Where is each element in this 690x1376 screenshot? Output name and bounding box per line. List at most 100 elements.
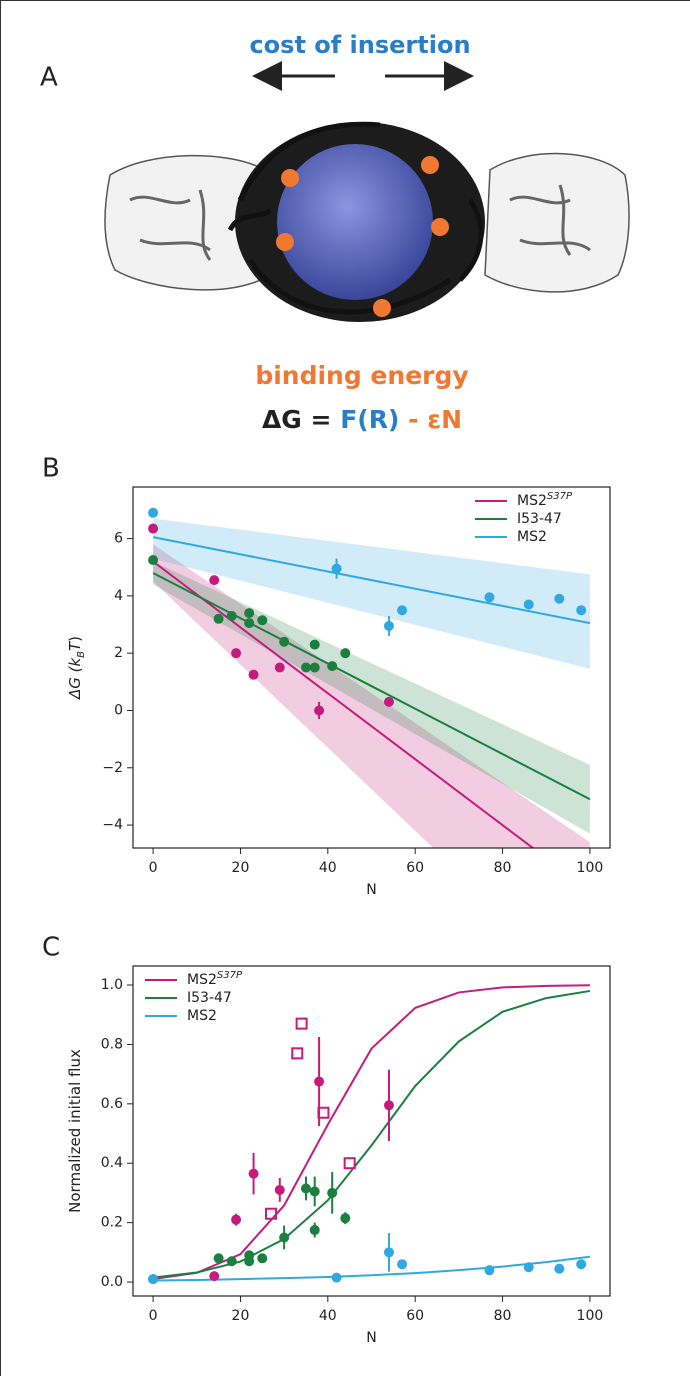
- plot-area: [148, 507, 591, 848]
- point: [148, 1274, 159, 1285]
- fit-line: [152, 989, 591, 1279]
- point: [523, 1262, 534, 1273]
- open-square: [343, 1157, 356, 1170]
- point: [274, 1184, 285, 1195]
- y-axis-label: ΔG (kBT): [66, 636, 87, 700]
- point: [576, 1259, 587, 1270]
- point: [244, 1256, 255, 1267]
- point: [148, 507, 159, 518]
- point: [148, 523, 159, 534]
- y-tick-label: 0.8: [101, 1036, 123, 1052]
- point: [383, 620, 394, 631]
- x-tick-label: 0: [149, 860, 158, 876]
- point: [314, 705, 325, 716]
- axes-frame: [132, 965, 611, 1297]
- y-label-part: ): [66, 636, 84, 642]
- point: [248, 669, 259, 680]
- panel-label: A: [40, 63, 58, 93]
- point: [309, 1225, 320, 1236]
- x-tick-label: 20: [232, 860, 250, 876]
- y-tick-label: 0.6: [101, 1096, 123, 1112]
- point: [484, 1265, 495, 1276]
- fit-line: [153, 1255, 591, 1282]
- point: [209, 1271, 220, 1282]
- y-tick-label: 1.0: [101, 977, 123, 993]
- point: [340, 648, 351, 659]
- x-tick-label: 80: [494, 860, 512, 876]
- top-text: cost of insertion: [249, 31, 470, 59]
- equation-middle: F(R): [340, 405, 399, 434]
- point: [309, 639, 320, 650]
- legend-label: MS2S37P: [187, 970, 243, 989]
- x-tick-label: 100: [577, 860, 604, 876]
- legend-label: MS2: [187, 1008, 217, 1024]
- point: [244, 618, 255, 629]
- plot-area: [148, 984, 591, 1285]
- y-axis-label: Normalized initial flux: [66, 1049, 84, 1213]
- x-tick-label: 0: [149, 1308, 158, 1324]
- point: [309, 662, 320, 673]
- point: [383, 1247, 394, 1258]
- open-square: [265, 1207, 278, 1220]
- point: [383, 1100, 394, 1111]
- y-label-part: ΔG (: [66, 665, 84, 700]
- point: [554, 1263, 565, 1274]
- fit-line: [152, 536, 591, 625]
- point: [257, 1253, 268, 1264]
- panel-label: B: [42, 454, 60, 484]
- legend-superscript: S37P: [547, 491, 573, 502]
- point: [248, 1168, 259, 1179]
- axes-frame: [132, 486, 611, 849]
- confidence-band: [153, 518, 590, 669]
- point: [309, 1186, 320, 1197]
- y-label-part: Normalized initial flux: [66, 1049, 84, 1213]
- point: [523, 599, 534, 610]
- equation-right: - εN: [408, 405, 462, 434]
- legend-label: I53-47: [187, 990, 232, 1006]
- open-square: [317, 1106, 330, 1119]
- point: [279, 1232, 290, 1243]
- y-tick-label: 4: [114, 588, 123, 604]
- y-tick-label: 0: [114, 702, 123, 718]
- point: [209, 575, 220, 586]
- point: [226, 1256, 237, 1267]
- y-tick-label: −4: [102, 817, 123, 833]
- x-tick-label: 40: [319, 1308, 337, 1324]
- legend-label: I53-47: [517, 511, 562, 527]
- open-square: [295, 1017, 308, 1030]
- panel-label: C: [42, 933, 60, 963]
- fit-line: [152, 572, 591, 801]
- x-tick-label: 60: [406, 1308, 424, 1324]
- point: [314, 1076, 325, 1087]
- legend-label: MS2: [517, 529, 547, 545]
- y-tick-label: 0.4: [101, 1155, 123, 1171]
- point: [331, 1272, 342, 1283]
- x-tick-label: 40: [319, 860, 337, 876]
- open-square: [291, 1047, 304, 1060]
- point: [576, 605, 587, 616]
- y-label-part: B: [76, 651, 87, 658]
- y-tick-label: −2: [102, 760, 123, 776]
- illustration: [104, 121, 630, 322]
- x-axis-label: N: [366, 882, 376, 898]
- point: [213, 1253, 224, 1264]
- legend-label: MS2S37P: [517, 491, 573, 510]
- point: [383, 696, 394, 707]
- y-label-part: T: [66, 640, 84, 651]
- point: [244, 608, 255, 619]
- point: [327, 661, 338, 672]
- x-tick-label: 100: [577, 1308, 604, 1324]
- point: [300, 1183, 311, 1194]
- point: [231, 1214, 242, 1225]
- point: [213, 613, 224, 624]
- fit-line: [152, 560, 535, 848]
- y-tick-label: 2: [114, 645, 123, 661]
- point: [274, 662, 285, 673]
- bottom-text: binding energy: [255, 361, 468, 390]
- x-axis-label: N: [366, 1330, 376, 1346]
- point: [327, 1187, 338, 1198]
- y-tick-label: 6: [114, 531, 123, 547]
